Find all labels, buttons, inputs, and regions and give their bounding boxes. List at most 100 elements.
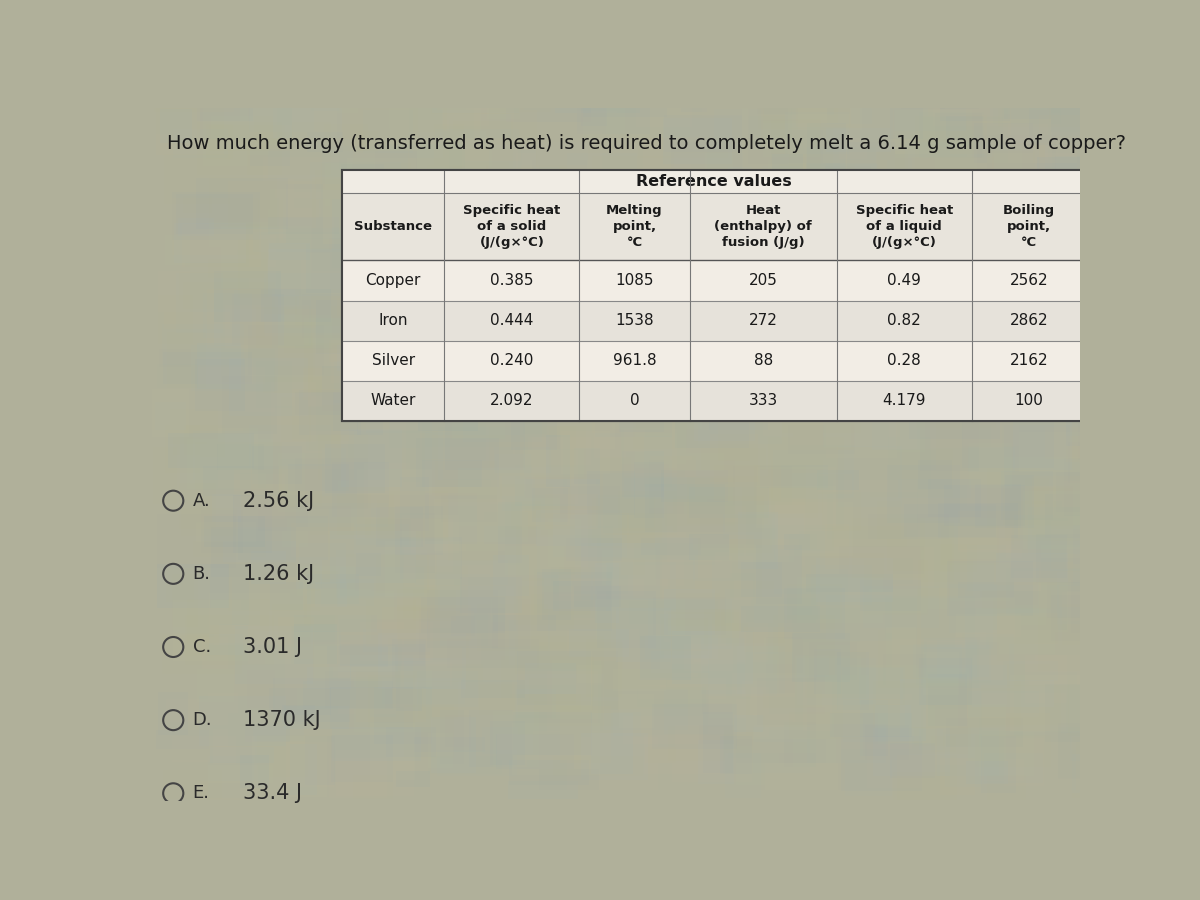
FancyBboxPatch shape <box>772 154 803 211</box>
FancyBboxPatch shape <box>691 622 768 662</box>
FancyBboxPatch shape <box>1044 144 1117 171</box>
FancyBboxPatch shape <box>815 263 900 305</box>
FancyBboxPatch shape <box>836 682 862 706</box>
FancyBboxPatch shape <box>949 512 1032 539</box>
FancyBboxPatch shape <box>950 562 1010 601</box>
FancyBboxPatch shape <box>595 562 619 623</box>
FancyBboxPatch shape <box>1016 353 1104 382</box>
FancyBboxPatch shape <box>848 547 934 598</box>
FancyBboxPatch shape <box>790 418 854 445</box>
FancyBboxPatch shape <box>665 596 721 613</box>
FancyBboxPatch shape <box>724 730 760 751</box>
FancyBboxPatch shape <box>1034 214 1120 248</box>
FancyBboxPatch shape <box>589 361 647 398</box>
FancyBboxPatch shape <box>324 124 368 151</box>
FancyBboxPatch shape <box>1039 115 1091 174</box>
FancyBboxPatch shape <box>636 391 660 429</box>
FancyBboxPatch shape <box>534 167 559 202</box>
FancyBboxPatch shape <box>418 376 478 431</box>
FancyBboxPatch shape <box>228 182 317 228</box>
FancyBboxPatch shape <box>445 420 526 470</box>
FancyBboxPatch shape <box>1028 626 1098 644</box>
FancyBboxPatch shape <box>248 626 292 664</box>
FancyBboxPatch shape <box>803 322 871 352</box>
Text: 2.092: 2.092 <box>490 393 534 408</box>
FancyBboxPatch shape <box>710 89 772 139</box>
FancyBboxPatch shape <box>258 200 319 219</box>
FancyBboxPatch shape <box>884 342 965 376</box>
FancyBboxPatch shape <box>980 320 1013 349</box>
FancyBboxPatch shape <box>212 729 236 764</box>
FancyBboxPatch shape <box>262 289 331 321</box>
FancyBboxPatch shape <box>784 535 810 550</box>
FancyBboxPatch shape <box>828 193 898 248</box>
FancyBboxPatch shape <box>336 750 414 796</box>
FancyBboxPatch shape <box>848 393 923 449</box>
FancyBboxPatch shape <box>524 663 576 694</box>
FancyBboxPatch shape <box>494 196 575 226</box>
FancyBboxPatch shape <box>703 459 767 499</box>
FancyBboxPatch shape <box>619 382 664 432</box>
FancyBboxPatch shape <box>498 502 522 562</box>
FancyBboxPatch shape <box>265 364 330 416</box>
FancyBboxPatch shape <box>990 71 1046 110</box>
FancyBboxPatch shape <box>744 201 782 258</box>
FancyBboxPatch shape <box>517 229 605 256</box>
FancyBboxPatch shape <box>359 579 413 607</box>
FancyBboxPatch shape <box>739 182 809 199</box>
FancyBboxPatch shape <box>766 304 854 364</box>
FancyBboxPatch shape <box>442 87 490 126</box>
FancyBboxPatch shape <box>672 758 752 782</box>
FancyBboxPatch shape <box>485 512 528 543</box>
FancyBboxPatch shape <box>853 381 882 397</box>
FancyBboxPatch shape <box>438 306 470 332</box>
FancyBboxPatch shape <box>830 223 862 243</box>
FancyBboxPatch shape <box>1018 181 1054 230</box>
Text: Iron: Iron <box>378 313 408 328</box>
FancyBboxPatch shape <box>251 652 284 713</box>
FancyBboxPatch shape <box>336 550 427 598</box>
FancyBboxPatch shape <box>715 298 790 324</box>
FancyBboxPatch shape <box>425 493 476 544</box>
FancyBboxPatch shape <box>931 345 1022 393</box>
FancyBboxPatch shape <box>806 574 893 592</box>
FancyBboxPatch shape <box>161 110 192 142</box>
FancyBboxPatch shape <box>714 271 800 299</box>
FancyBboxPatch shape <box>709 375 768 430</box>
FancyBboxPatch shape <box>389 68 467 129</box>
FancyBboxPatch shape <box>270 581 304 610</box>
FancyBboxPatch shape <box>538 643 623 670</box>
FancyBboxPatch shape <box>582 343 624 370</box>
FancyBboxPatch shape <box>571 179 617 217</box>
FancyBboxPatch shape <box>166 235 190 265</box>
FancyBboxPatch shape <box>404 546 437 588</box>
FancyBboxPatch shape <box>342 301 1086 340</box>
FancyBboxPatch shape <box>342 260 1086 301</box>
FancyBboxPatch shape <box>1066 436 1090 463</box>
FancyBboxPatch shape <box>498 468 550 492</box>
FancyBboxPatch shape <box>937 367 1004 400</box>
FancyBboxPatch shape <box>653 390 726 418</box>
Text: 33.4 J: 33.4 J <box>242 783 302 804</box>
FancyBboxPatch shape <box>606 85 690 139</box>
FancyBboxPatch shape <box>520 256 569 298</box>
FancyBboxPatch shape <box>184 426 226 456</box>
FancyBboxPatch shape <box>703 173 752 193</box>
FancyBboxPatch shape <box>823 517 900 566</box>
FancyBboxPatch shape <box>1068 283 1157 303</box>
FancyBboxPatch shape <box>1066 390 1094 410</box>
FancyBboxPatch shape <box>874 680 905 726</box>
FancyBboxPatch shape <box>805 491 844 528</box>
FancyBboxPatch shape <box>746 385 793 407</box>
FancyBboxPatch shape <box>984 759 1025 781</box>
FancyBboxPatch shape <box>1022 491 1099 549</box>
FancyBboxPatch shape <box>678 221 734 246</box>
FancyBboxPatch shape <box>434 124 464 172</box>
Text: Reference values: Reference values <box>636 174 792 189</box>
FancyBboxPatch shape <box>692 346 761 395</box>
FancyBboxPatch shape <box>698 740 734 784</box>
FancyBboxPatch shape <box>966 760 1008 784</box>
FancyBboxPatch shape <box>778 195 870 218</box>
FancyBboxPatch shape <box>341 428 402 487</box>
FancyBboxPatch shape <box>186 432 218 458</box>
